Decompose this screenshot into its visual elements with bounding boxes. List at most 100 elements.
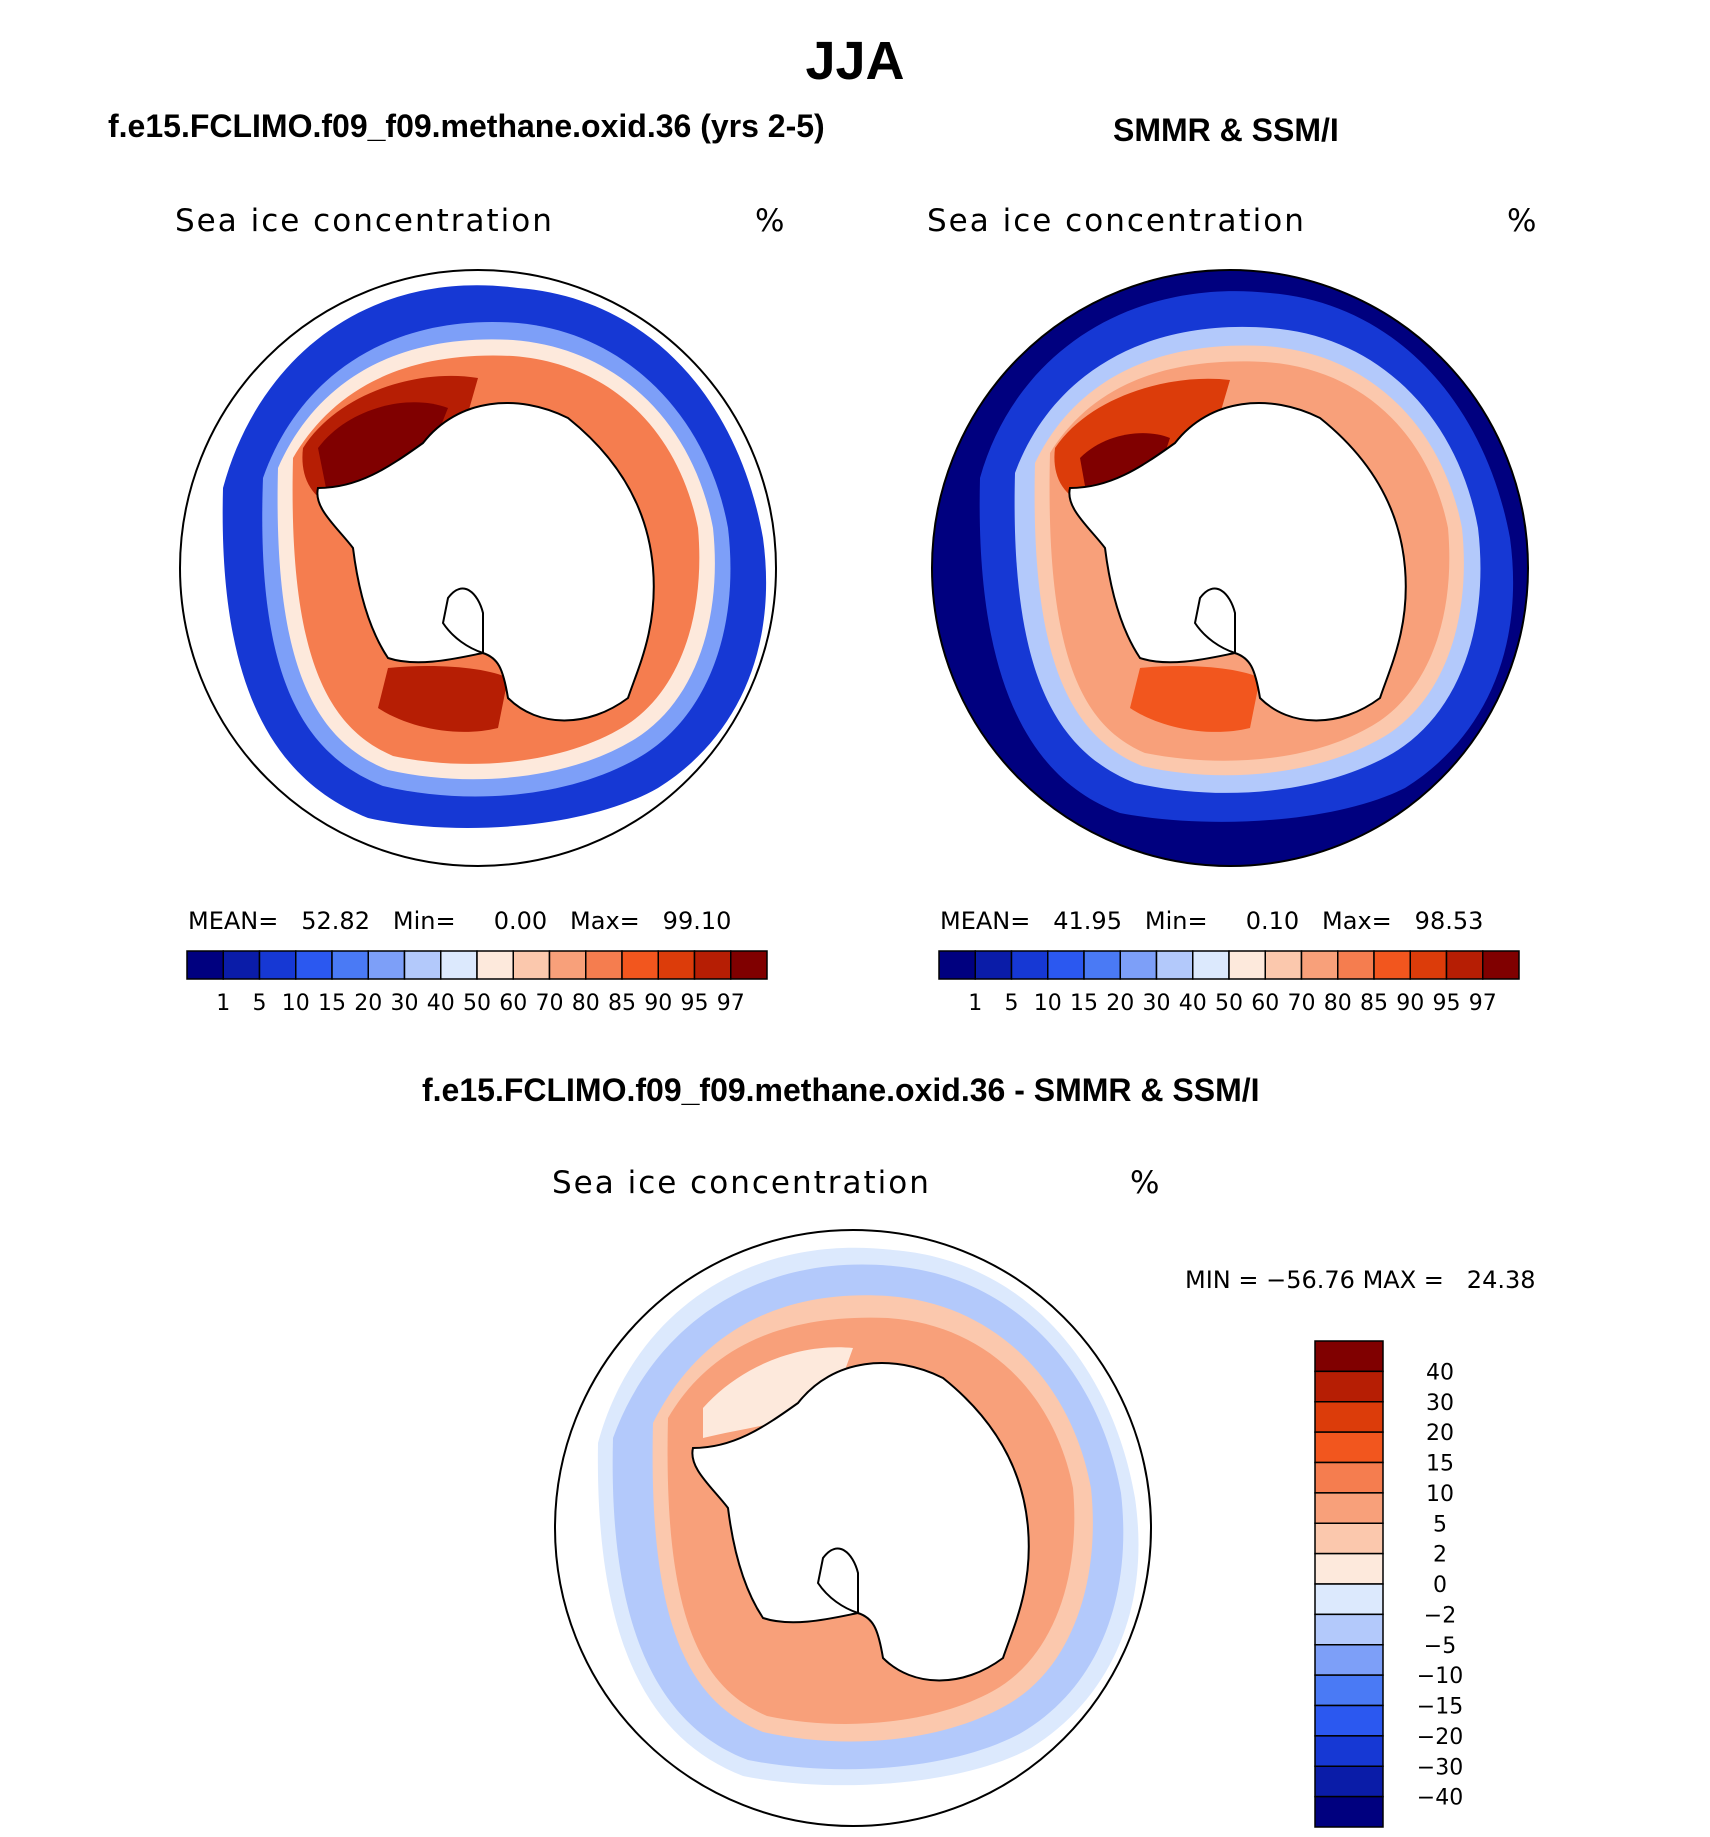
colorbar-tick-label: 10 bbox=[282, 991, 310, 1016]
colorbar-swatch bbox=[331, 950, 369, 980]
colorbar-swatch bbox=[258, 950, 297, 980]
colorbar-swatch bbox=[403, 950, 442, 980]
colorbar-tick-label: 85 bbox=[608, 991, 636, 1016]
panel3-title: f.e15.FCLIMO.f09_f09.methane.oxid.36 - S… bbox=[422, 1072, 1260, 1108]
colorbar-tick-label: 30 bbox=[391, 991, 419, 1016]
colorbar-tick-label: 60 bbox=[499, 991, 527, 1016]
colorbar-tick-label: 1 bbox=[968, 991, 982, 1016]
colorbar-swatch bbox=[657, 950, 696, 980]
colorbar-tick-label: 90 bbox=[1396, 991, 1424, 1016]
colorbar-tick-label: 95 bbox=[681, 991, 709, 1016]
colorbar-swatch bbox=[585, 950, 623, 980]
colorbar-tick-label: −40 bbox=[1417, 1786, 1463, 1811]
colorbar-swatch bbox=[1314, 1704, 1384, 1737]
colorbar-swatch bbox=[1300, 950, 1339, 980]
colorbar-swatch bbox=[1264, 950, 1303, 980]
colorbar-tick-label: −30 bbox=[1417, 1755, 1463, 1780]
colorbar-tick-label: 40 bbox=[1179, 991, 1207, 1016]
colorbar-tick-label: 20 bbox=[1426, 1421, 1454, 1446]
colorbar-tick-label: 50 bbox=[463, 991, 491, 1016]
colorbar-tick-label: 80 bbox=[1324, 991, 1352, 1016]
colorbar-swatch bbox=[222, 950, 261, 980]
colorbar-tick-label: 0 bbox=[1433, 1573, 1447, 1598]
colorbar-swatch bbox=[1314, 1401, 1384, 1433]
colorbar-swatch bbox=[621, 950, 659, 980]
colorbar-swatch bbox=[1314, 1340, 1384, 1373]
colorbar-swatch bbox=[548, 950, 587, 980]
colorbar-tick-label: 2 bbox=[1433, 1543, 1447, 1568]
colorbar-swatch bbox=[512, 950, 551, 980]
colorbar-tick-label: 90 bbox=[644, 991, 672, 1016]
map-model bbox=[179, 269, 777, 867]
colorbar-tick-label: −20 bbox=[1417, 1725, 1463, 1750]
colorbar-tick-label: 80 bbox=[572, 991, 600, 1016]
map-observed bbox=[931, 269, 1529, 867]
colorbar-swatch bbox=[1373, 950, 1411, 980]
panel2-units-label: % bbox=[1507, 203, 1539, 239]
colorbar-swatch bbox=[1314, 1613, 1384, 1646]
colorbar-swatch bbox=[1010, 950, 1049, 980]
colorbar-tick-label: 85 bbox=[1360, 991, 1388, 1016]
colorbar-tick-label: 97 bbox=[1469, 991, 1497, 1016]
panel1-units-label: % bbox=[755, 203, 787, 239]
colorbar-tick-label: 30 bbox=[1426, 1391, 1454, 1416]
colorbar-swatch bbox=[1314, 1431, 1384, 1464]
panel3-stats: MIN = −56.76 MAX = 24.38 bbox=[1185, 1266, 1536, 1294]
panel2-title: SMMR & SSM/I bbox=[1113, 112, 1339, 148]
panel1-title: f.e15.FCLIMO.f09_f09.methane.oxid.36 (yr… bbox=[108, 108, 825, 144]
colorbar-swatch bbox=[1228, 950, 1266, 980]
colorbar-swatch bbox=[1119, 950, 1158, 980]
colorbar-tick-label: 40 bbox=[1426, 1360, 1454, 1385]
colorbar-swatch bbox=[476, 950, 514, 980]
map-difference bbox=[554, 1229, 1152, 1827]
colorbar-tick-label: 97 bbox=[717, 991, 745, 1016]
colorbar-tick-label: 40 bbox=[427, 991, 455, 1016]
colorbar-swatch bbox=[1314, 1735, 1384, 1767]
colorbar-swatch bbox=[974, 950, 1013, 980]
panel1-colorbar: 1 5 10 15 20 30 40 50 60 70 80 85 90 95 97 bbox=[186, 950, 768, 1016]
colorbar-tick-label: 5 bbox=[253, 991, 267, 1016]
colorbar-tick-label: 15 bbox=[1070, 991, 1098, 1016]
colorbar-tick-label: −2 bbox=[1424, 1603, 1456, 1628]
colorbar-swatch bbox=[1482, 950, 1520, 980]
colorbar-swatch bbox=[1192, 950, 1230, 980]
main-title: JJA bbox=[805, 31, 905, 91]
panel3-units-label: % bbox=[1130, 1165, 1162, 1201]
panel2-variable-label: Sea ice concentration bbox=[927, 203, 1306, 239]
colorbar-tick-label: 60 bbox=[1251, 991, 1279, 1016]
colorbar-tick-label: 1 bbox=[216, 991, 230, 1016]
colorbar-swatch bbox=[730, 950, 768, 980]
colorbar-swatch bbox=[1047, 950, 1085, 980]
colorbar-swatch bbox=[1409, 950, 1448, 980]
colorbar-swatch bbox=[1314, 1765, 1384, 1798]
colorbar-swatch bbox=[1314, 1583, 1384, 1616]
colorbar-tick-label: 10 bbox=[1034, 991, 1062, 1016]
colorbar-tick-label: 15 bbox=[318, 991, 346, 1016]
panel1-stats: MEAN= 52.82 Min= 0.00 Max= 99.10 bbox=[188, 907, 732, 935]
colorbar-swatch bbox=[1445, 950, 1484, 980]
colorbar-swatch bbox=[938, 950, 976, 980]
panel1-variable-label: Sea ice concentration bbox=[175, 203, 554, 239]
colorbar-swatch bbox=[1314, 1674, 1384, 1707]
panel2-colorbar: 1 5 10 15 20 30 40 50 60 70 80 85 90 95 97 bbox=[938, 950, 1520, 1016]
colorbar-tick-label: 15 bbox=[1426, 1452, 1454, 1477]
colorbar-swatch bbox=[1314, 1461, 1384, 1494]
colorbar-swatch bbox=[1337, 950, 1375, 980]
colorbar-swatch bbox=[1155, 950, 1194, 980]
colorbar-swatch bbox=[440, 950, 478, 980]
colorbar-swatch bbox=[367, 950, 406, 980]
colorbar-tick-label: 50 bbox=[1215, 991, 1243, 1016]
colorbar-swatch bbox=[693, 950, 732, 980]
colorbar-tick-label: −10 bbox=[1417, 1664, 1463, 1689]
colorbar-tick-label: −15 bbox=[1417, 1695, 1463, 1720]
panel2-stats: MEAN= 41.95 Min= 0.10 Max= 98.53 bbox=[940, 907, 1484, 935]
colorbar-swatch bbox=[1314, 1644, 1384, 1676]
colorbar-swatch bbox=[1314, 1492, 1384, 1524]
colorbar-swatch bbox=[1083, 950, 1121, 980]
colorbar-tick-label: 5 bbox=[1433, 1512, 1447, 1537]
colorbar-tick-label: −5 bbox=[1424, 1634, 1456, 1659]
colorbar-swatch bbox=[186, 950, 224, 980]
colorbar-tick-label: 20 bbox=[1106, 991, 1134, 1016]
colorbar-swatch bbox=[1314, 1370, 1384, 1403]
